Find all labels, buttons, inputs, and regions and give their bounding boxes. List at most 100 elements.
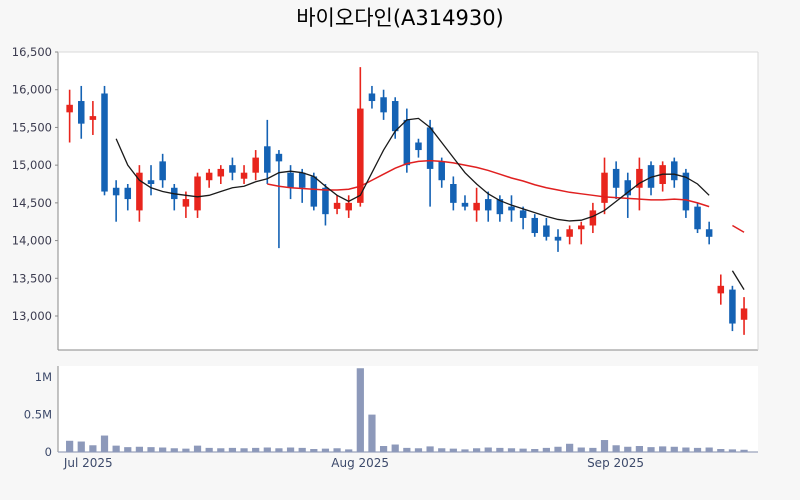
candle-body bbox=[240, 172, 248, 179]
x-tick-label: Aug 2025 bbox=[331, 456, 389, 470]
volume-bar bbox=[345, 449, 353, 452]
volume-bar bbox=[321, 448, 330, 452]
candle-body bbox=[484, 199, 492, 211]
volume-bar bbox=[135, 446, 143, 452]
volume-bar bbox=[217, 448, 225, 452]
candle bbox=[66, 89, 73, 143]
candle-body bbox=[298, 172, 306, 188]
candle-body bbox=[589, 210, 597, 226]
volume-bar bbox=[240, 448, 248, 452]
candle bbox=[205, 168, 213, 188]
volume-bar bbox=[310, 449, 318, 452]
candle-body bbox=[694, 206, 701, 230]
volume-bar bbox=[379, 446, 388, 452]
candle bbox=[612, 161, 620, 200]
volume-bar bbox=[391, 444, 399, 452]
price-panel-background bbox=[58, 52, 758, 350]
volume-bar bbox=[426, 446, 434, 452]
candle bbox=[624, 172, 632, 218]
candle-body bbox=[554, 236, 562, 241]
candle bbox=[705, 221, 713, 245]
candle bbox=[322, 184, 329, 226]
volume-bar bbox=[263, 447, 271, 452]
moving-average-short bbox=[115, 117, 745, 290]
price-y-tick-label: 16,500 bbox=[12, 45, 52, 59]
volume-bar bbox=[100, 435, 109, 452]
candle bbox=[415, 138, 422, 158]
volume-bar bbox=[286, 447, 295, 452]
volume-bar bbox=[403, 447, 411, 452]
candle bbox=[496, 195, 504, 222]
candle bbox=[89, 101, 97, 135]
candle bbox=[508, 195, 515, 222]
candle bbox=[159, 153, 166, 188]
candle bbox=[740, 297, 748, 335]
candle-body bbox=[112, 187, 120, 196]
volume-bar bbox=[612, 445, 620, 452]
candle-body bbox=[566, 229, 573, 237]
candle-body bbox=[403, 119, 411, 166]
price-plot-area bbox=[58, 52, 758, 350]
price-y-tick-label: 13,500 bbox=[12, 271, 52, 285]
volume-bar bbox=[600, 440, 609, 452]
candle bbox=[252, 150, 259, 181]
volume-bar bbox=[89, 445, 97, 452]
candle bbox=[229, 157, 236, 181]
candle-body bbox=[450, 184, 457, 203]
candle-body bbox=[345, 202, 352, 211]
volume-bar bbox=[159, 447, 167, 452]
candle bbox=[217, 165, 225, 184]
volume-bar bbox=[414, 448, 423, 452]
volume-bar bbox=[252, 447, 260, 452]
moving-average-long bbox=[267, 159, 745, 233]
candle bbox=[543, 217, 550, 241]
candle-body bbox=[147, 180, 155, 184]
candle bbox=[438, 157, 445, 188]
volume-bar bbox=[228, 447, 237, 452]
candle-body bbox=[729, 289, 736, 324]
price-y-tick-label: 15,000 bbox=[12, 158, 52, 172]
candle-body bbox=[264, 146, 271, 173]
candle-body bbox=[124, 187, 132, 200]
volume-bar bbox=[473, 448, 481, 452]
candle-body bbox=[705, 229, 713, 237]
x-tick-label: Jul 2025 bbox=[63, 456, 113, 470]
page-title: 바이오다인(A314930) bbox=[296, 6, 504, 30]
candle-body bbox=[636, 168, 643, 188]
candle bbox=[310, 172, 318, 211]
candle bbox=[136, 165, 143, 222]
volume-bar bbox=[449, 448, 457, 452]
candle bbox=[124, 184, 132, 211]
candlestick-series bbox=[66, 67, 748, 335]
candle bbox=[275, 150, 283, 249]
candle bbox=[461, 195, 469, 211]
volume-bar bbox=[740, 449, 748, 452]
volume-bar bbox=[705, 447, 713, 452]
candle bbox=[112, 180, 120, 222]
volume-bar bbox=[368, 414, 376, 452]
volume-bar bbox=[659, 446, 667, 452]
volume-bar bbox=[531, 449, 539, 452]
volume-bar bbox=[461, 449, 469, 452]
candle bbox=[578, 221, 585, 245]
candle-body bbox=[519, 210, 527, 218]
price-y-tick-label: 14,000 bbox=[12, 234, 52, 248]
volume-bar bbox=[170, 448, 178, 452]
candle bbox=[484, 191, 492, 222]
candle-body bbox=[217, 168, 225, 177]
ma-short-line bbox=[115, 117, 745, 290]
volume-bar bbox=[624, 446, 632, 452]
candle-body bbox=[578, 225, 585, 230]
x-axis-labels: Jul 2025 Aug 2025 Sep 2025 bbox=[63, 456, 644, 470]
volume-bar bbox=[693, 447, 702, 452]
candle-body bbox=[89, 116, 97, 120]
volume-bar bbox=[124, 447, 132, 452]
candle bbox=[450, 176, 457, 211]
candle-body bbox=[66, 104, 73, 113]
candle bbox=[473, 187, 480, 222]
candle-body bbox=[740, 308, 748, 320]
candle-body bbox=[357, 108, 364, 203]
price-y-tick-label: 16,000 bbox=[12, 83, 52, 97]
